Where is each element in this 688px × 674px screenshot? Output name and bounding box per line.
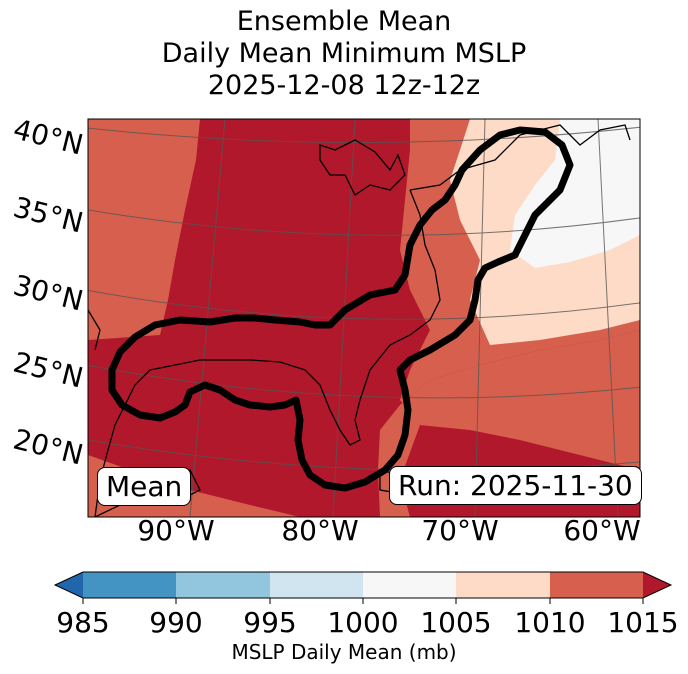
grid-lon-90 (189, 119, 226, 517)
colorbar (53, 571, 673, 604)
lon-label-60: 60°W (563, 514, 641, 547)
colorbar-segment-1010-1015 (550, 572, 643, 598)
pressure-band-1010-far-east (400, 330, 640, 470)
colorbar-segment-995-1000 (270, 572, 363, 598)
run-date-label: Run: 2025-11-30 (389, 466, 642, 505)
gulf-coast (94, 189, 441, 517)
pressure-band-1010-west (88, 119, 200, 340)
great-lakes-coast (319, 139, 406, 196)
grid-lon-80 (332, 119, 356, 517)
texas-coast (88, 309, 101, 351)
colorbar-tick-1015: 1015 (607, 606, 679, 639)
colorbar-tick-985: 985 (56, 606, 110, 639)
colorbar-segment-990-995 (176, 572, 270, 598)
pressure-band-1000 (510, 119, 640, 268)
colorbar-tick-990: 990 (149, 606, 203, 639)
colorbar-segment-1005-1010 (456, 572, 550, 598)
lon-label-90: 90°W (137, 514, 215, 547)
grid-lat-35 (88, 209, 640, 236)
colorbar-extend-high (643, 572, 671, 598)
lon-label-80: 80°W (281, 514, 359, 547)
grid-lat-25 (88, 364, 640, 399)
title-line-3: 2025-12-08 12z-12z (207, 70, 481, 101)
grid-lon-70 (474, 119, 486, 517)
colorbar-tick-marks (82, 598, 644, 604)
title-line-2: Daily Mean Minimum MSLP (161, 38, 527, 69)
title-line-1: Ensemble Mean (236, 6, 452, 37)
colorbar-label: MSLP Daily Mean (mb) (231, 640, 457, 664)
map-frame (87, 118, 641, 518)
colorbar-extend-low (55, 572, 83, 598)
contour-line (108, 126, 574, 492)
colorbar-segment-1000-1005 (363, 572, 456, 598)
colorbar-tick-995: 995 (243, 606, 297, 639)
colorbar-tick-1000: 1000 (327, 606, 399, 639)
colorbar-tick-1005: 1005 (420, 606, 492, 639)
lon-label-70: 70°W (421, 514, 499, 547)
colorbar-segment-985-990 (83, 572, 176, 598)
grid-lat-30 (88, 289, 640, 320)
map-panel (88, 119, 640, 517)
colorbar-tick-1010: 1010 (514, 606, 586, 639)
mean-label: Mean (97, 467, 192, 506)
grid-lon-60 (597, 119, 619, 517)
